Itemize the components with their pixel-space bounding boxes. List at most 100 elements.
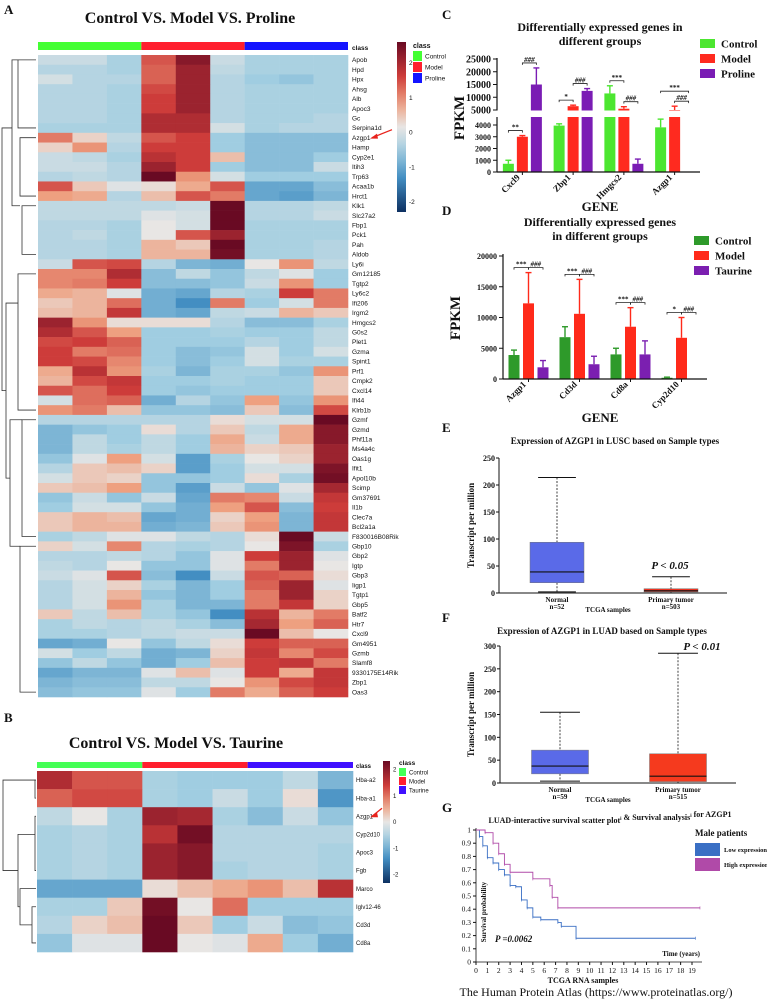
heatmap-cell: [313, 570, 349, 581]
heatmap-cell: [313, 366, 349, 377]
heatmap-cell: [38, 541, 73, 552]
heatmap-cell: [210, 619, 245, 630]
x-axis-label: TCGA samples: [585, 606, 631, 614]
survival-curve-low: [476, 829, 696, 939]
heatmap-cell: [279, 424, 314, 435]
sample-count: n=503: [662, 603, 681, 611]
y-tick-label: 15000: [477, 283, 497, 292]
heatmap-cell: [244, 405, 280, 416]
heatmap-cell: [175, 628, 211, 639]
heatmap-cell: [313, 317, 349, 328]
heatmap-cell: [313, 483, 349, 494]
heatmap-cell: [210, 628, 245, 639]
heatmap-cell: [244, 298, 280, 309]
heatmap-cell: [141, 580, 177, 591]
gene-label: Irgm2: [352, 310, 369, 317]
gene-label: Oas3: [352, 689, 368, 696]
heatmap-cell: [210, 405, 245, 416]
heatmap-cell: [210, 93, 245, 104]
heatmap-cell: [244, 171, 280, 182]
legend-swatch: [399, 777, 406, 785]
heatmap-cell: [106, 171, 142, 182]
heatmap-cell: [38, 152, 73, 163]
heatmap-cell: [177, 843, 213, 862]
bar-control: [559, 337, 571, 379]
x-tick-label: 4: [520, 966, 524, 975]
heatmap-cell: [210, 327, 245, 338]
heatmap-cell: [141, 356, 177, 367]
heatmap-cell: [244, 492, 280, 503]
heatmap-cell: [313, 551, 349, 562]
colorbar-tick-label: -1: [409, 164, 415, 171]
heatmap-cell: [141, 590, 177, 601]
heatmap-cell: [210, 687, 245, 698]
heatmap-cell: [72, 521, 108, 532]
heatmap-cell: [317, 933, 354, 953]
heatmap-cell: [244, 123, 280, 134]
heatmap-cell: [175, 609, 211, 620]
heatmap-cell: [279, 473, 314, 484]
heatmap-cell: [142, 915, 178, 935]
heatmap-cell: [175, 599, 211, 610]
heatmap-cell: [72, 123, 108, 134]
gene-label: Hba-a2: [356, 778, 376, 784]
x-tick-label: Normal: [549, 786, 572, 794]
heatmap-cell: [210, 677, 245, 688]
gene-label: Fbp1: [352, 223, 367, 230]
heatmap-cell: [279, 385, 314, 396]
y-tick-label: 0.4: [462, 905, 472, 914]
heatmap-cell: [175, 55, 211, 66]
heatmap-cell: [141, 103, 177, 114]
heatmap-cell: [106, 658, 142, 669]
heatmap-cell: [37, 915, 73, 935]
legend-swatch: [413, 73, 422, 83]
heatmap-cell: [141, 560, 177, 571]
survival-curve-high: [476, 829, 700, 909]
colorbar-tick-label: 0: [393, 820, 397, 826]
gene-label: Gm12185: [352, 271, 381, 278]
heatmap-cell: [38, 337, 73, 348]
heatmap-cell: [175, 142, 211, 153]
x-tick-label: Azgp1: [504, 379, 529, 404]
legend-label: Taurine: [409, 788, 429, 794]
gene-label: Gm4951: [352, 641, 377, 648]
gene-label: G0s2: [352, 330, 368, 337]
y-tick-label: 0: [491, 589, 495, 598]
gene-label: Ly6i: [352, 261, 364, 268]
heatmap-cell: [282, 825, 319, 844]
heatmap-cell: [141, 570, 177, 581]
heatmap-cell: [244, 463, 280, 474]
heatmap-cell: [106, 551, 142, 562]
significance-bracket: [660, 90, 690, 94]
legend-swatch: [694, 236, 709, 245]
heatmap-cell: [244, 317, 280, 328]
dendrogram-branch: [31, 906, 36, 944]
heatmap-cell: [210, 74, 245, 85]
heatmap-cell: [210, 239, 245, 250]
heatmap-cell: [244, 278, 280, 289]
heatmap-cell: [279, 463, 314, 474]
heatmap-cell: [141, 298, 177, 309]
heatmap-cell: [313, 453, 349, 464]
heatmap-cell: [175, 132, 211, 143]
legend-swatch: [399, 786, 406, 794]
x-tick-label: Cxcl9: [499, 172, 522, 195]
heatmap-cell: [175, 376, 211, 387]
heatmap-cell: [317, 807, 354, 826]
heatmap-cell: [244, 541, 280, 552]
bar-model: [516, 136, 528, 172]
x-tick-label: 11: [597, 966, 604, 975]
heatmap-cell: [212, 933, 248, 953]
heatmap-cell: [72, 667, 108, 678]
y-axis-label: FPKM: [448, 296, 464, 340]
heatmap-cell: [106, 230, 142, 241]
heatmap-cell: [72, 230, 108, 241]
heatmap-cell: [175, 278, 211, 289]
gene-label: Gbp10: [352, 544, 372, 551]
heatmap-cell: [141, 269, 177, 280]
heatmap-cell: [106, 278, 142, 289]
heatmap-cell: [244, 424, 280, 435]
heatmap-cell: [141, 162, 177, 173]
heatmap-cell: [72, 771, 108, 790]
heatmap-cell: [313, 346, 349, 357]
